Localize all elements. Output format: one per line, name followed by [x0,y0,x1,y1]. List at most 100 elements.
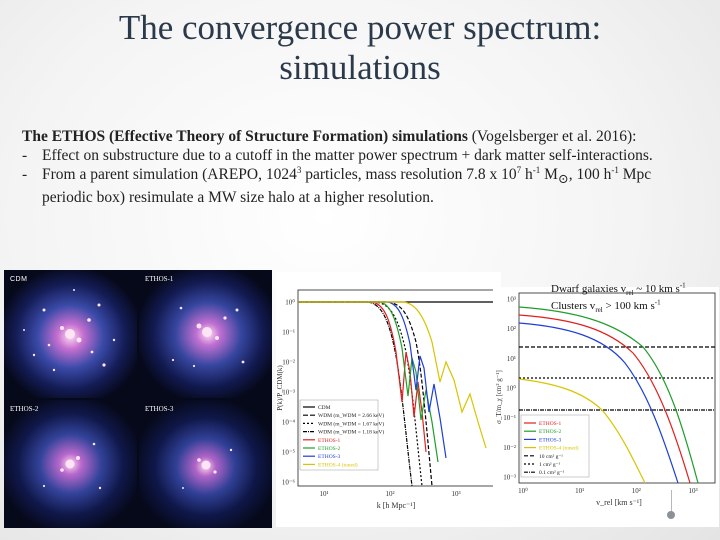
bullet-1: - Effect on substructure due to a cutoff… [22,146,692,165]
b2-exp3: -1 [532,164,541,175]
slide-body: The ETHOS (Effective Theory of Structure… [22,127,692,207]
figure: CDM [0,267,720,532]
tick-label: 10⁻⁵ [282,449,296,457]
b2-post: Mpc periodic box) resimulate a MW size h… [42,166,652,207]
a2-pre: Clusters v [551,300,596,313]
tick-label: 10² [507,325,516,333]
legend-entry: ETHOS-4 (tuned) [539,445,579,452]
sim-label-ethos-1: ETHOS-1 [145,275,174,283]
a2-post: > 100 km s [602,300,655,313]
curve-ethos-1 [298,301,427,453]
tick-label: 10⁻¹ [503,414,516,422]
legend-entry: ETHOS-3 [539,437,562,443]
bullet-2: - From a parent simulation (AREPO, 10243… [22,165,692,207]
curve-ethos-4 [298,301,487,449]
title-line-1: The convergence power spectrum: [118,8,602,47]
curve-cs-ethos-4 [518,378,646,484]
bullet-dash: - [22,166,28,183]
annotation-line-2: Clusters vrel > 100 km s-1 [551,298,686,317]
bullet-1-text: Effect on substructure due to a cutoff i… [42,147,653,164]
b2-exp2: 7 [516,164,522,175]
legend-entry: WDM (m_WDM = 1.67 keV) [318,420,384,427]
tick-label: 10³ [451,490,460,498]
title-line-2: simulations [279,48,441,87]
tick-label: 10⁰ [518,487,528,495]
tick-label: 10⁻³ [282,389,295,397]
cross-section-plot: 10³ 10² 10¹ 10⁰ 10⁻¹ 10⁻² 10⁻³ 10⁰ 10¹ 10² 10³ σ_… [493,287,719,527]
tick-label: 10¹ [319,490,328,498]
a1-sub: rel [626,289,634,298]
tick-label: 10⁻³ [503,474,516,482]
tick-label: 10⁻¹ [282,329,295,337]
curve-cs-ethos-2 [518,306,699,484]
curve-ethos-2 [298,301,439,463]
tick-label: 10³ [507,296,516,304]
tick-label: 10⁻² [282,359,295,367]
ps-xlabel: k [h Mpc⁻¹] [377,501,416,510]
annotation-line-1: Dwarf galaxies vrel ~ 10 km s-1 [551,282,686,300]
sim-cdm: CDM [4,270,137,398]
legend-entry: ETHOS-2 [539,429,562,435]
b2-mid4: , 100 h [568,166,612,183]
b2-mid: particles, mass resolution 7.8 x 10 [301,166,517,183]
curve-ethos-3 [298,301,447,459]
sim-label-cdm: CDM [10,276,27,283]
tick-label: 10³ [688,487,697,495]
b2-sun: ⊙ [557,171,569,187]
legend-entry: ETHOS-3 [318,454,341,460]
sim-ethos-3: ETHOS-3 [139,400,272,528]
b2-exp: 3 [296,164,302,175]
b2-pre: From a parent simulation (AREPO, 1024 [42,166,297,183]
b2-mid2: h [521,166,533,183]
sim-cdm-image: CDM [4,270,137,398]
legend-entry: CDM [318,405,331,411]
sim-label-ethos-3: ETHOS-3 [145,405,174,413]
legend-entry: 0.1 cm² g⁻¹ [539,470,565,476]
tick-label: 10¹ [507,355,516,363]
curve-cs-ethos-3 [518,322,679,484]
legend-entry: 1 cm² g⁻¹ [539,462,561,468]
sim-ethos-2-image: ETHOS-2 [4,400,137,528]
tick-label: 10² [385,490,394,498]
velocity-annotation: Dwarf galaxies vrel ~ 10 km s-1 Clusters… [551,282,686,317]
intro-bold: The ETHOS (Effective Theory of Structure… [22,128,468,145]
curve-wdm-266 [298,301,433,487]
tick-label: 10² [632,487,641,495]
sim-ethos-1-image: ETHOS-1 [139,270,272,398]
tick-label: 10⁰ [285,299,295,307]
intro-rest: (Vogelsberger et al. 2016): [467,128,637,145]
sim-ethos-2: ETHOS-2 [4,400,137,528]
slide-decoration-line [671,490,672,512]
curve-wdm-167 [298,301,423,487]
legend-entry: WDM (m_WDM = 1.18 keV) [318,429,384,436]
curve-cs-ethos-1 [518,314,691,484]
legend-entry: ETHOS-4 (tuned) [318,461,358,468]
tick-label: 10¹ [575,487,584,495]
legend-entry: ETHOS-2 [318,446,341,452]
a2-sup: -1 [654,298,661,307]
cs-legend [520,414,590,478]
tick-label: 10⁻⁶ [282,479,296,487]
ps-ylabel: P(k)/P_CDM(k) [276,365,284,411]
sim-ethos-1: ETHOS-1 [139,270,272,398]
bullet-dash: - [22,147,28,164]
legend-entry: 10 cm² g⁻¹ [539,454,563,460]
power-spectrum-plot: 10⁰ 10⁻¹ 10⁻² 10⁻³ 10⁻⁴ 10⁻⁵ 10⁻⁶ 10¹ 10² 10³ P(… [276,272,501,527]
a2-sub: rel [595,306,603,315]
cross-section-svg: 10³ 10² 10¹ 10⁰ 10⁻¹ 10⁻² 10⁻³ 10⁰ 10¹ 10² 10³ σ_… [495,292,716,507]
power-spectrum-svg: 10⁰ 10⁻¹ 10⁻² 10⁻³ 10⁻⁴ 10⁻⁵ 10⁻⁶ 10¹ 10² 10³ P(… [276,289,495,510]
ps-legend [299,399,379,471]
b2-mid3: M [540,166,558,183]
simulation-images: CDM [4,270,272,528]
tick-label: 10⁻² [503,444,516,452]
a1-pre: Dwarf galaxies v [551,283,627,295]
sim-ethos-3-image: ETHOS-3 [139,400,272,528]
cs-xlabel: v_rel [km s⁻¹] [596,498,642,507]
tick-label: 10⁰ [506,385,516,393]
a1-post: ~ 10 km s [633,283,680,295]
legend-entry: ETHOS-1 [318,438,341,444]
bullet-2-text: From a parent simulation (AREPO, 10243 p… [42,165,692,207]
legend-entry: ETHOS-1 [539,421,562,427]
b2-exp4: -1 [611,164,619,175]
cs-ylabel: σ_T/m_χ [cm² g⁻¹] [495,370,503,424]
